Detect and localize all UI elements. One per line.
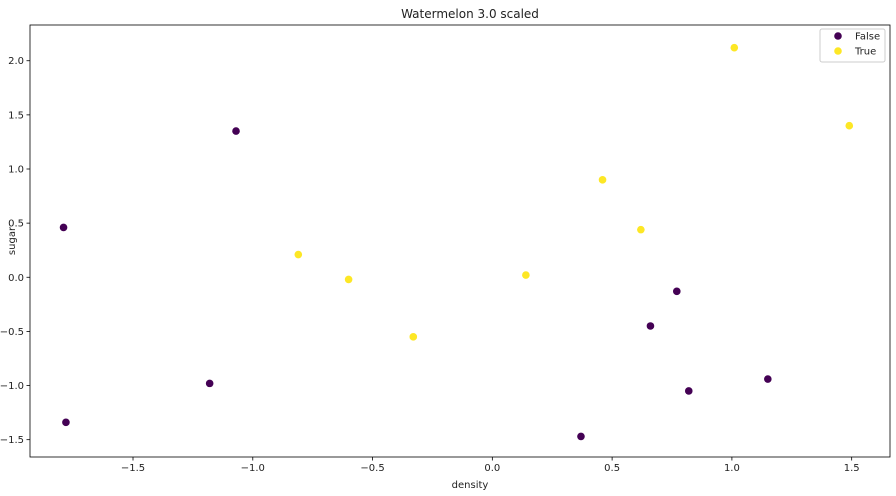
data-point-false xyxy=(684,387,693,395)
data-point-false xyxy=(205,379,214,388)
legend: False True xyxy=(819,28,886,63)
y-axis: −1.5 −1.0 −0.5 0.0 0.5 1.0 1.5 2.0 xyxy=(0,56,30,446)
y-tick-label: −1.5 xyxy=(0,435,24,446)
data-point-false xyxy=(764,375,772,383)
x-axis-label: density xyxy=(452,480,489,491)
data-point-true xyxy=(730,43,739,52)
data-point-true xyxy=(294,250,303,259)
data-point-false xyxy=(59,223,68,232)
plot-area xyxy=(29,24,891,458)
legend-label-false: False xyxy=(855,32,880,43)
data-point-false xyxy=(62,418,70,427)
legend-marker-true xyxy=(834,47,842,55)
legend-label-true: True xyxy=(854,47,876,58)
data-point-true xyxy=(409,333,418,341)
x-tick-label: 0.5 xyxy=(604,463,620,474)
data-point-true xyxy=(637,225,645,234)
y-tick-label: 2.0 xyxy=(8,56,24,67)
y-tick-label: −0.5 xyxy=(0,327,24,338)
y-tick-label: −1.0 xyxy=(0,381,24,392)
x-tick-label: 1.0 xyxy=(724,463,740,474)
x-tick-label: 0.0 xyxy=(484,463,500,474)
y-tick-label: 0.0 xyxy=(8,273,24,284)
y-tick-label: 1.0 xyxy=(8,165,24,176)
data-point-true xyxy=(845,121,854,130)
data-point-true xyxy=(522,271,530,279)
legend-marker-false xyxy=(834,32,842,40)
data-point-true xyxy=(344,275,353,284)
data-point-false xyxy=(672,287,681,296)
y-tick-label: 0.5 xyxy=(8,219,24,230)
x-tick-label: −0.5 xyxy=(360,463,384,474)
y-tick-label: 1.5 xyxy=(8,110,24,121)
data-point-true xyxy=(598,176,607,184)
data-point-false xyxy=(646,322,655,330)
y-axis-label: sugar xyxy=(7,226,18,255)
x-tick-label: −1.0 xyxy=(241,463,265,474)
chart-title: Watermelon 3.0 scaled xyxy=(401,7,539,21)
x-tick-label: 1.5 xyxy=(844,463,860,474)
x-tick-label: −1.5 xyxy=(121,463,145,474)
data-point-false xyxy=(232,127,240,135)
x-axis: −1.5 −1.0 −0.5 0.0 0.5 1.0 1.5 xyxy=(121,457,860,474)
data-points xyxy=(59,43,854,441)
data-point-false xyxy=(577,432,585,441)
